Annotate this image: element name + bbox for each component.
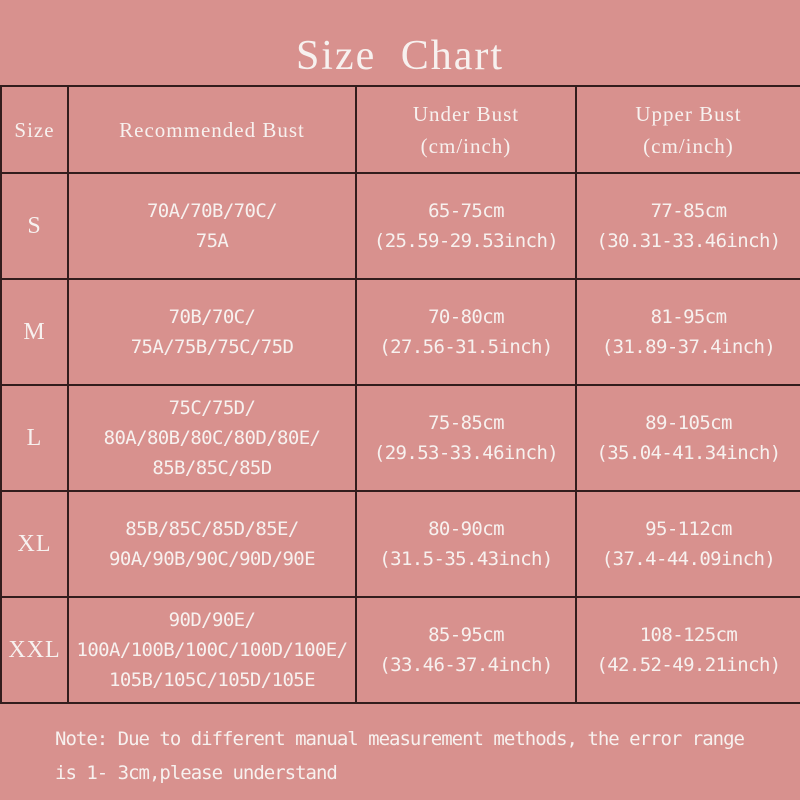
- upper-bust-cell-l: 89-105cm (35.04-41.34inch): [575, 384, 800, 492]
- recommended-bust-cell-xxl: 90D/90E/ 100A/100B/100C/100D/100E/ 105B/…: [67, 596, 357, 704]
- header-under-bust: Under Bust (cm/inch): [355, 85, 577, 174]
- cell-line: 85B/85C/85D/85E/: [125, 518, 299, 540]
- cell-line: 85-95cm: [428, 624, 504, 646]
- note: Note: Due to different manual measuremen…: [0, 704, 800, 790]
- cell-line: 90D/90E/: [168, 609, 256, 631]
- page-title: Size Chart: [295, 32, 505, 79]
- table-header-row: Size Recommended Bust Under Bust (cm/inc…: [0, 85, 800, 174]
- header-under-bust-line1: Under Bust: [412, 101, 520, 126]
- recommended-bust-cell-s: 70A/70B/70C/ 75A: [67, 172, 357, 280]
- note-line2: is 1- 3cm,please understand: [55, 762, 338, 784]
- size-table: Size Recommended Bust Under Bust (cm/inc…: [0, 85, 800, 704]
- recommended-bust-cell-l: 75C/75D/ 80A/80B/80C/80D/80E/ 85B/85C/85…: [67, 384, 357, 492]
- cell-line: (42.52-49.21inch): [596, 654, 781, 676]
- cell-line: 80-90cm: [428, 518, 504, 540]
- cell-line: 95-112cm: [645, 518, 732, 540]
- cell-line: 108-125cm: [639, 624, 738, 646]
- size-label-m: M: [0, 278, 69, 386]
- cell-line: 100A/100B/100C/100D/100E/: [76, 639, 349, 661]
- header-recommended-bust: Recommended Bust: [67, 85, 357, 174]
- header-upper-bust: Upper Bust (cm/inch): [575, 85, 800, 174]
- header-recommended-bust-label: Recommended Bust: [119, 117, 305, 142]
- size-label-xl: XL: [0, 490, 69, 598]
- upper-bust-cell-s: 77-85cm (30.31-33.46inch): [575, 172, 800, 280]
- table-row-xl: XL 85B/85C/85D/85E/ 90A/90B/90C/90D/90E …: [0, 490, 800, 598]
- upper-bust-cell-m: 81-95cm (31.89-37.4inch): [575, 278, 800, 386]
- under-bust-cell-l: 75-85cm (29.53-33.46inch): [355, 384, 577, 492]
- under-bust-cell-m: 70-80cm (27.56-31.5inch): [355, 278, 577, 386]
- cell-line: (35.04-41.34inch): [596, 442, 781, 464]
- cell-line: 70-80cm: [428, 306, 504, 328]
- cell-line: 80A/80B/80C/80D/80E/: [103, 427, 321, 449]
- cell-line: 70A/70B/70C/: [146, 200, 278, 222]
- size-label-l: L: [0, 384, 69, 492]
- upper-bust-cell-xxl: 108-125cm (42.52-49.21inch): [575, 596, 800, 704]
- recommended-bust-cell-xl: 85B/85C/85D/85E/ 90A/90B/90C/90D/90E: [67, 490, 357, 598]
- cell-line: (30.31-33.46inch): [596, 230, 781, 252]
- cell-line: (27.56-31.5inch): [379, 336, 553, 358]
- cell-line: 65-75cm: [428, 200, 504, 222]
- table-row-m: M 70B/70C/ 75A/75B/75C/75D 70-80cm (27.5…: [0, 278, 800, 386]
- under-bust-cell-xl: 80-90cm (31.5-35.43inch): [355, 490, 577, 598]
- under-bust-cell-xxl: 85-95cm (33.46-37.4inch): [355, 596, 577, 704]
- header-upper-bust-line2: (cm/inch): [643, 133, 734, 158]
- cell-line: 105B/105C/105D/105E: [109, 669, 316, 691]
- header-under-bust-line2: (cm/inch): [420, 133, 512, 158]
- cell-line: 77-85cm: [650, 200, 727, 222]
- header-size: Size: [0, 85, 69, 174]
- cell-line: 90A/90B/90C/90D/90E: [109, 548, 316, 570]
- header-size-label: Size: [14, 117, 55, 142]
- cell-line: 70B/70C/: [168, 306, 256, 328]
- cell-line: 81-95cm: [650, 306, 727, 328]
- cell-line: 75C/75D/: [168, 397, 256, 419]
- cell-line: 75A: [195, 230, 229, 252]
- table-row-xxl: XXL 90D/90E/ 100A/100B/100C/100D/100E/ 1…: [0, 596, 800, 704]
- size-label-xxl: XXL: [0, 596, 69, 704]
- cell-line: 75-85cm: [428, 412, 504, 434]
- cell-line: (31.89-37.4inch): [601, 336, 776, 358]
- cell-line: 85B/85C/85D: [152, 457, 272, 479]
- table-row-l: L 75C/75D/ 80A/80B/80C/80D/80E/ 85B/85C/…: [0, 384, 800, 492]
- cell-line: 89-105cm: [645, 412, 732, 434]
- cell-line: (31.5-35.43inch): [379, 548, 553, 570]
- under-bust-cell-s: 65-75cm (25.59-29.53inch): [355, 172, 577, 280]
- cell-line: (33.46-37.4inch): [379, 654, 553, 676]
- cell-line: (37.4-44.09inch): [601, 548, 776, 570]
- size-label-s: S: [0, 172, 69, 280]
- upper-bust-cell-xl: 95-112cm (37.4-44.09inch): [575, 490, 800, 598]
- cell-line: 75A/75B/75C/75D: [130, 336, 294, 358]
- cell-line: (29.53-33.46inch): [373, 442, 559, 464]
- recommended-bust-cell-m: 70B/70C/ 75A/75B/75C/75D: [67, 278, 357, 386]
- cell-line: (25.59-29.53inch): [373, 230, 559, 252]
- table-row-s: S 70A/70B/70C/ 75A 65-75cm (25.59-29.53i…: [0, 172, 800, 280]
- note-line1: Note: Due to different manual measuremen…: [55, 728, 745, 750]
- header-upper-bust-line1: Upper Bust: [635, 101, 742, 126]
